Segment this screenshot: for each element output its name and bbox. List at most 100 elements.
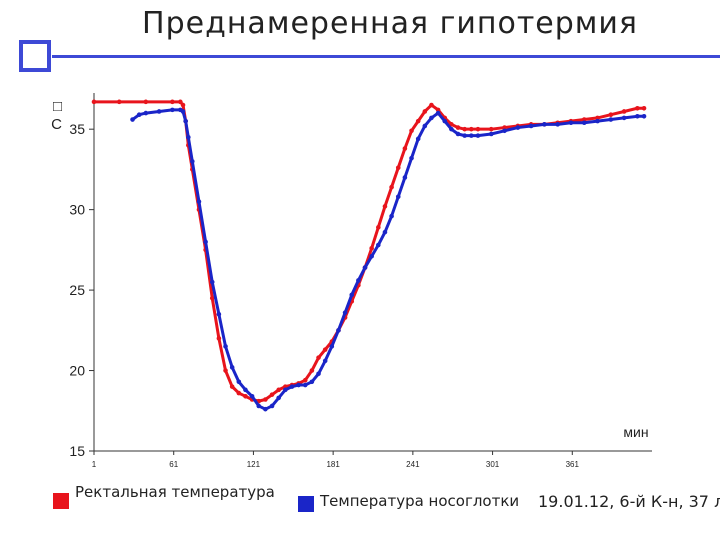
x-tick-label: 181 [326,460,340,469]
y-tick-label: 25 [69,282,85,298]
data-point-0-4 [178,99,183,105]
data-point-0-38 [389,184,394,190]
data-point-1-43 [415,136,421,142]
data-point-1-17 [243,387,248,393]
legend-swatch-rectal [53,493,69,509]
data-point-1-15 [229,365,235,370]
x-tick-label: 361 [566,460,580,469]
y-axis-unit: C [51,116,62,133]
data-point-1-61 [595,118,600,124]
series-line-1 [131,108,645,411]
data-point-1-38 [382,229,388,235]
data-point-0-61 [608,112,614,117]
data-point-1-40 [395,194,401,200]
legend-label-rectal: Ректальная температура [75,483,275,501]
y-tick-label: 20 [69,363,85,379]
data-point-1-28 [316,371,321,377]
data-point-1-3 [156,109,162,114]
data-point-0-53 [502,125,507,130]
data-point-1-24 [289,384,295,389]
data-point-1-33 [349,292,355,298]
data-point-0-64 [641,105,647,111]
data-point-1-35 [362,265,368,270]
data-point-0-52 [488,126,494,132]
data-point-0-39 [395,165,401,171]
data-point-1-64 [635,114,640,119]
data-point-0-49 [462,126,467,132]
data-point-0-11 [209,295,215,301]
data-point-0-45 [435,107,441,113]
data-point-0-21 [276,387,281,393]
data-point-1-25 [296,382,301,388]
data-point-1-56 [528,123,534,129]
data-point-1-65 [641,114,647,119]
data-point-1-34 [356,278,361,283]
data-point-1-44 [422,123,428,129]
y-tick-label: 35 [69,121,85,137]
data-point-1-30 [329,344,335,349]
data-point-0-50 [469,126,474,132]
data-point-1-41 [402,175,408,180]
data-point-1-6 [180,109,186,114]
data-point-1-37 [376,242,381,248]
legend-item-nasopharynx: Температура носоглотки [298,492,519,512]
x-axis-label: мин [623,424,648,440]
data-point-1-16 [236,379,242,385]
data-point-1-55 [515,125,521,130]
data-point-1-47 [442,118,448,124]
legend-label-nasopharynx: Температура носоглотки [320,492,520,510]
x-tick-label: 121 [247,460,261,469]
data-point-1-36 [369,253,374,259]
data-point-0-2 [143,99,149,105]
data-point-0-16 [243,393,248,399]
data-point-0-51 [475,126,481,132]
data-point-1-11 [203,239,208,245]
data-point-1-13 [216,311,222,317]
x-tick-label: 241 [406,460,420,469]
page-title: Преднамеренная гипотермия [142,6,638,41]
data-point-1-53 [488,131,494,137]
data-point-1-7 [183,118,188,124]
data-point-0-37 [382,204,388,209]
data-point-1-62 [608,117,614,122]
y-axis-symbol: □ [53,98,62,115]
data-point-1-8 [186,134,191,140]
data-point-1-12 [209,279,215,285]
data-point-1-18 [249,393,255,399]
data-point-0-62 [621,109,627,114]
data-point-1-45 [429,115,434,121]
data-point-1-4 [170,107,175,113]
data-point-1-14 [223,344,228,349]
data-point-1-42 [409,155,414,161]
data-point-1-32 [342,310,348,315]
x-tick-label: 301 [486,460,500,469]
data-point-0-44 [429,102,434,108]
data-point-0-20 [269,392,275,397]
data-point-1-26 [302,382,308,388]
data-point-1-1 [136,112,142,117]
data-point-1-23 [283,387,288,393]
data-point-0-41 [409,128,414,134]
data-point-0-19 [263,397,268,402]
legend-item-rectal: Ректальная температура [53,483,275,509]
decorative-rule [52,55,720,58]
data-point-0-40 [402,146,408,151]
y-tick-label: 15 [69,443,85,459]
data-point-1-60 [581,120,587,126]
data-point-1-57 [542,122,547,127]
data-point-0-63 [635,105,640,111]
data-point-1-19 [256,403,262,409]
data-point-1-59 [568,120,574,126]
data-point-1-54 [502,128,507,134]
patient-note: 19.01.12, 6-й К-н, 37 л. [538,492,720,511]
data-point-1-9 [190,159,195,164]
data-point-0-43 [422,109,428,114]
data-point-1-39 [389,213,394,219]
data-point-1-22 [276,395,281,401]
decorative-square [19,40,51,72]
data-point-1-0 [130,117,135,122]
chart-series [91,99,647,412]
data-point-0-27 [316,355,321,360]
data-point-1-49 [455,131,461,137]
